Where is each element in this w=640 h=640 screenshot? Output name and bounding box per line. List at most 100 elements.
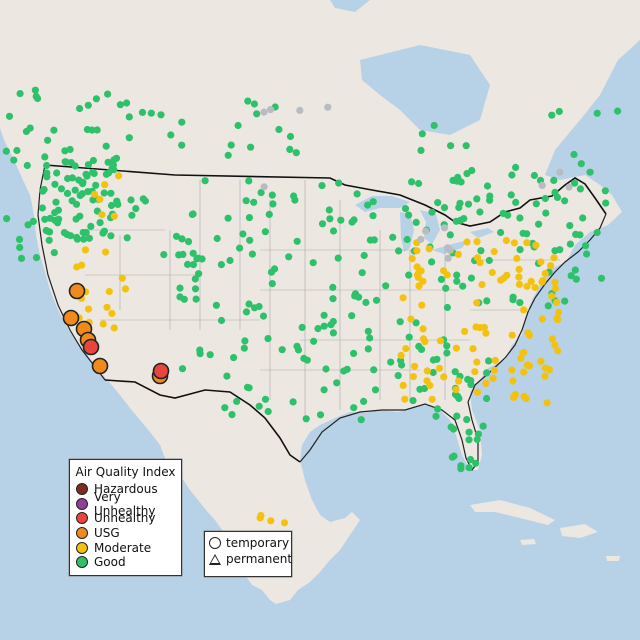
moderate-station-marker[interactable] [541,269,549,278]
good-station-marker[interactable] [320,386,328,394]
good-station-marker[interactable] [571,179,579,187]
good-station-marker[interactable] [38,204,47,212]
good-station-marker[interactable] [293,237,301,245]
good-station-marker[interactable] [454,392,462,401]
good-station-marker[interactable] [102,170,110,178]
good-station-marker[interactable] [453,412,461,420]
good-station-marker[interactable] [84,101,92,109]
good-station-marker[interactable] [463,170,471,178]
good-station-marker[interactable] [96,219,104,227]
good-station-marker[interactable] [241,337,249,345]
good-station-marker[interactable] [234,121,242,130]
good-station-marker[interactable] [271,265,279,273]
moderate-station-marker[interactable] [482,329,490,337]
good-station-marker[interactable] [460,215,468,223]
good-station-marker[interactable] [261,228,269,236]
moderate-station-marker[interactable] [515,265,523,273]
good-station-marker[interactable] [184,260,192,268]
moderate-station-marker[interactable] [508,366,516,374]
moderate-station-marker[interactable] [531,283,539,292]
good-station-marker[interactable] [261,395,270,403]
good-station-marker[interactable] [87,222,95,230]
good-station-marker[interactable] [188,210,196,219]
good-station-marker[interactable] [127,196,135,204]
good-station-marker[interactable] [561,297,569,305]
good-station-marker[interactable] [76,212,84,220]
good-station-marker[interactable] [31,86,39,94]
good-station-marker[interactable] [128,211,136,219]
good-station-marker[interactable] [275,125,283,134]
good-station-marker[interactable] [405,333,413,341]
good-station-marker[interactable] [24,221,32,229]
good-station-marker[interactable] [242,197,250,205]
good-station-marker[interactable] [430,121,438,130]
good-station-marker[interactable] [350,404,358,412]
good-station-marker[interactable] [542,209,550,217]
moderate-station-marker[interactable] [508,331,516,339]
good-station-marker[interactable] [178,141,186,149]
moderate-station-marker[interactable] [414,273,422,281]
good-station-marker[interactable] [298,323,306,331]
good-station-marker[interactable] [10,156,18,164]
good-station-marker[interactable] [67,159,75,167]
moderate-station-marker[interactable] [84,305,93,313]
good-station-marker[interactable] [409,397,417,405]
good-station-marker[interactable] [107,232,115,240]
good-station-marker[interactable] [116,101,124,109]
moderate-station-marker[interactable] [98,211,106,219]
good-station-marker[interactable] [102,142,110,150]
moderate-station-marker[interactable] [473,238,481,246]
good-station-marker[interactable] [364,327,372,335]
good-station-marker[interactable] [530,171,539,180]
good-station-marker[interactable] [46,228,54,236]
good-station-marker[interactable] [248,250,256,258]
good-station-marker[interactable] [459,282,467,290]
moderate-station-marker[interactable] [537,258,545,266]
unknown-station-marker[interactable] [266,106,275,114]
moderate-station-marker[interactable] [428,395,436,403]
good-station-marker[interactable] [443,303,451,312]
good-station-marker[interactable] [382,282,390,290]
moderate-station-marker[interactable] [510,239,518,247]
good-station-marker[interactable] [293,342,301,350]
moderate-station-marker[interactable] [121,285,130,293]
good-station-marker[interactable] [93,126,101,134]
good-station-marker[interactable] [107,201,116,210]
good-station-marker[interactable] [289,398,297,406]
good-station-marker[interactable] [318,220,327,228]
good-station-marker[interactable] [191,285,200,293]
good-station-marker[interactable] [99,229,107,237]
good-station-marker[interactable] [483,182,492,190]
moderate-station-marker[interactable] [81,246,90,254]
good-station-marker[interactable] [113,197,121,205]
good-station-marker[interactable] [434,405,442,413]
good-station-marker[interactable] [433,355,441,363]
good-station-marker[interactable] [192,295,200,303]
good-station-marker[interactable] [357,416,365,424]
good-station-marker[interactable] [512,198,520,206]
good-station-marker[interactable] [17,254,26,262]
good-station-marker[interactable] [593,109,601,117]
moderate-station-marker[interactable] [411,362,419,370]
good-station-marker[interactable] [60,229,68,237]
good-station-marker[interactable] [16,243,24,252]
good-station-marker[interactable] [239,230,247,238]
moderate-station-marker[interactable] [101,181,109,189]
good-station-marker[interactable] [322,365,330,373]
good-station-marker[interactable] [176,284,184,292]
good-station-marker[interactable] [451,368,459,376]
good-station-marker[interactable] [107,189,115,197]
good-station-marker[interactable] [479,422,487,430]
good-station-marker[interactable] [429,368,437,377]
good-station-marker[interactable] [89,196,97,204]
moderate-station-marker[interactable] [473,299,481,307]
good-station-marker[interactable] [350,216,358,224]
good-station-marker[interactable] [51,180,59,188]
good-station-marker[interactable] [358,269,366,277]
good-station-marker[interactable] [147,109,155,117]
moderate-station-marker[interactable] [418,301,426,309]
good-station-marker[interactable] [369,212,377,220]
good-station-marker[interactable] [465,436,473,444]
good-station-marker[interactable] [184,238,193,246]
moderate-station-marker[interactable] [489,374,497,382]
